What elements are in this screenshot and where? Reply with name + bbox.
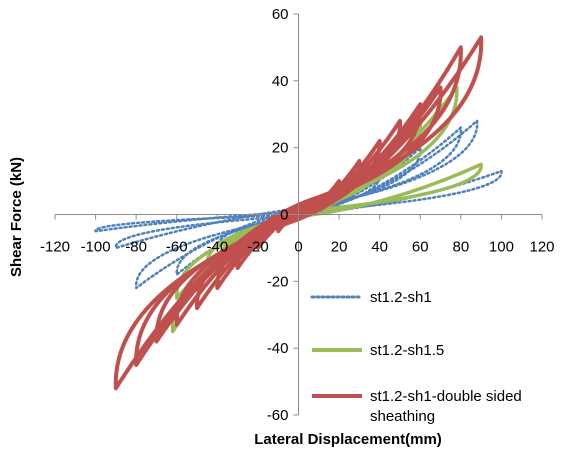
- x-axis-title: Lateral Displacement(mm): [254, 431, 442, 448]
- y-tick-label: -20: [267, 273, 289, 290]
- x-tick-label: 120: [529, 239, 554, 256]
- x-tick-label: 80: [452, 239, 469, 256]
- x-tick-label: -20: [247, 239, 269, 256]
- y-tick-label: 0: [280, 207, 288, 224]
- y-tick-label: 60: [272, 6, 289, 23]
- plot-area: [94, 35, 503, 391]
- hysteresis-loop: [113, 35, 484, 391]
- legend-label: st1.2-sh1: [370, 289, 432, 306]
- axes: [54, 13, 543, 416]
- x-tick-label: 100: [489, 239, 514, 256]
- legend-label: st1.2-sh1.5: [370, 342, 444, 359]
- x-tick-label: 60: [412, 239, 429, 256]
- x-tick-label: -60: [166, 239, 188, 256]
- y-tick-label: -40: [267, 340, 289, 357]
- hysteresis-loop: [205, 162, 483, 267]
- legend-label: st1.2-sh1-double sided sheathing: [370, 388, 522, 425]
- y-tick-label: 40: [272, 73, 289, 90]
- y-tick-label: 20: [272, 140, 289, 157]
- x-tick-label: 0: [294, 239, 302, 256]
- x-tick-label: -40: [206, 239, 228, 256]
- x-tick-label: 20: [331, 239, 348, 256]
- hysteresis-loop: [154, 85, 443, 344]
- series-st1-2-sh1-double-sided-sheathing: [113, 35, 484, 391]
- x-tick-label: -120: [40, 239, 70, 256]
- y-tick-label: -60: [267, 407, 289, 424]
- x-tick-label: -100: [81, 239, 111, 256]
- y-axis-title: Shear Force (kN): [8, 157, 25, 277]
- x-tick-label: 40: [371, 239, 388, 256]
- tick-labels: -120 -100 -80 -60 -40 -20 0 20 40 60 80 100 120 -60 -4…: [40, 6, 555, 424]
- x-tick-label: -80: [125, 239, 147, 256]
- legend: st1.2-sh1 st1.2-sh1.5 st1.2-sh1-double sid…: [310, 289, 522, 425]
